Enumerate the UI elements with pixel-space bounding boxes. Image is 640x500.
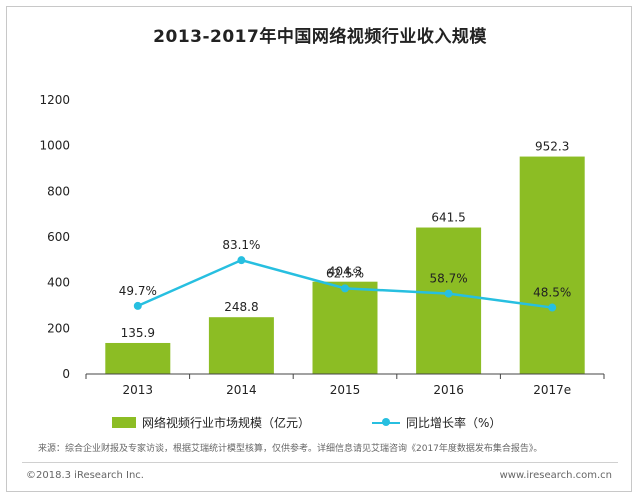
x-tick-label: 2017e	[533, 383, 571, 397]
y-tick-label: 1200	[39, 93, 70, 107]
footer-divider	[22, 462, 618, 463]
legend-bar-label: 网络视频行业市场规模（亿元）	[142, 416, 311, 430]
x-tick-label: 2013	[123, 383, 154, 397]
footer-copyright: ©2018.3 iResearch Inc.	[26, 470, 144, 481]
y-tick-label: 0	[62, 367, 70, 381]
bar	[416, 227, 482, 374]
x-tick-label: 2015	[330, 383, 361, 397]
bar	[105, 342, 171, 374]
y-axis: 0 200 400 600 800 1000 1200	[39, 93, 70, 381]
bar	[312, 281, 378, 374]
y-tick-label: 1000	[39, 139, 70, 153]
growth-value-label: 49.7%	[119, 284, 157, 298]
growth-value-label: 48.5%	[533, 286, 571, 300]
legend-bar-swatch	[112, 417, 136, 428]
bar-series: 135.9 248.8 404.3 641.5 952.3	[105, 140, 585, 374]
footer-website: www.iresearch.com.cn	[499, 470, 612, 481]
legend-item-bar: 网络视频行业市场规模（亿元）	[112, 414, 310, 431]
growth-point	[237, 256, 246, 265]
x-tick-label: 2016	[433, 383, 464, 397]
x-axis: 2013 2014 2015 2016 2017e	[85, 373, 605, 397]
growth-point	[341, 284, 349, 293]
bar	[208, 317, 274, 374]
growth-point	[548, 303, 557, 312]
x-tick-label: 2014	[226, 383, 257, 397]
y-tick-label: 400	[47, 276, 70, 290]
bar	[519, 156, 585, 374]
chart-title: 2013-2017年中国网络视频行业收入规模	[153, 27, 487, 47]
legend-line-label: 同比增长率（%）	[406, 416, 502, 430]
growth-value-label: 62.5%	[326, 266, 364, 280]
growth-point	[133, 301, 142, 310]
legend-line-swatch	[372, 417, 400, 428]
y-tick-label: 800	[47, 184, 70, 198]
y-tick-label: 600	[47, 230, 70, 244]
source-note: 来源：综合企业财报及专家访谈，根据艾瑞统计模型核算，仅供参考。详细信息请见艾瑞咨…	[38, 444, 543, 454]
y-tick-label: 200	[47, 321, 70, 335]
bar-value-label: 135.9	[121, 326, 155, 340]
growth-value-label: 83.1%	[222, 238, 260, 252]
growth-point	[444, 289, 453, 298]
bar-value-label: 404.3	[328, 265, 362, 279]
legend-item-line: 同比增长率（%）	[372, 414, 501, 431]
bar-value-label: 641.5	[431, 211, 465, 225]
bar-value-label: 248.8	[224, 300, 258, 314]
line-series: 49.7% 83.1% 62.5% 58.7% 48.5%	[119, 238, 571, 312]
growth-value-label: 58.7%	[430, 272, 468, 286]
bar-value-label: 952.3	[535, 140, 569, 154]
